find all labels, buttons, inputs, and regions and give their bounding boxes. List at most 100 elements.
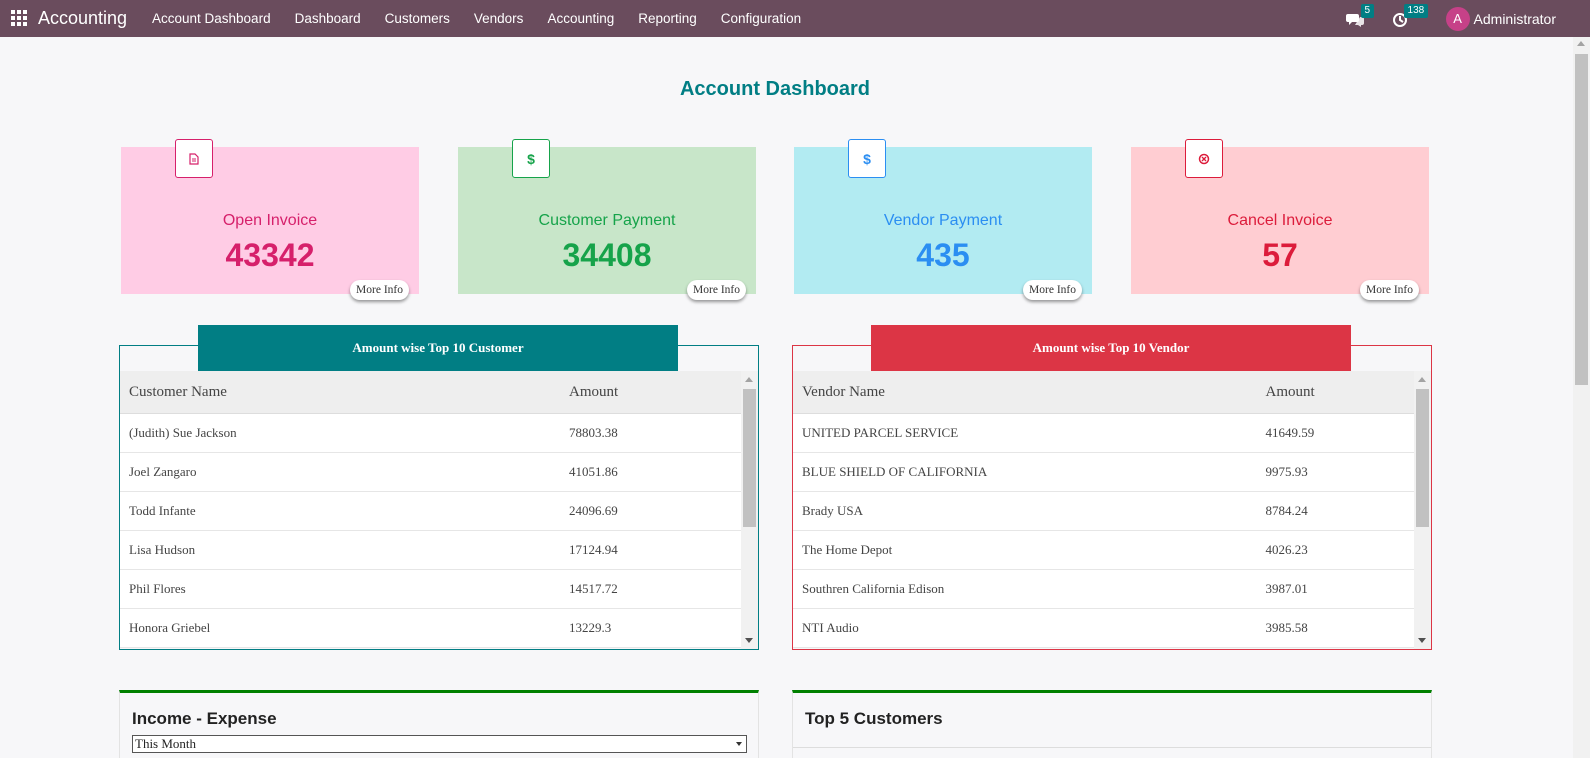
column-header-name: Customer Name — [129, 383, 227, 400]
table-scrollbar[interactable] — [741, 371, 758, 649]
table-row[interactable]: Southren California Edison 3987.01 — [793, 570, 1415, 609]
messages-button[interactable]: 5 — [1345, 3, 1375, 29]
top-5-customers-panel: Top 5 Customers — [792, 690, 1432, 758]
vendor-payment-card: $ Vendor Payment 435 More Info — [794, 139, 1092, 300]
card-value: 43342 — [225, 237, 315, 273]
menu-customers[interactable]: Customers — [384, 11, 450, 26]
user-avatar[interactable]: A — [1445, 6, 1470, 31]
customer-payment-card: $ Customer Payment 34408 More Info — [458, 139, 756, 300]
more-info-button[interactable]: More Info — [687, 280, 746, 300]
table-row[interactable]: Phil Flores 14517.72 — [120, 570, 742, 609]
cell-name: Brady USA — [802, 503, 864, 518]
cell-name: Southren California Edison — [802, 581, 945, 596]
document-icon — [175, 139, 213, 178]
card-title: Open Invoice — [222, 212, 318, 229]
cell-amount: 9975.93 — [1265, 464, 1308, 479]
table-scrollbar[interactable] — [1414, 371, 1431, 649]
app-brand[interactable]: Accounting — [38, 8, 128, 28]
cell-name: Phil Flores — [129, 581, 186, 596]
page-title: Account Dashboard — [679, 78, 871, 100]
top-navbar: Accounting Account Dashboard Dashboard C… — [0, 0, 1590, 37]
scroll-up-icon[interactable] — [1577, 41, 1585, 46]
cell-amount: 4026.23 — [1265, 542, 1308, 557]
messages-count-badge: 5 — [1360, 3, 1375, 18]
card-value: 57 — [1262, 237, 1298, 273]
scroll-up-icon[interactable] — [1418, 377, 1426, 382]
activities-button[interactable]: 138 — [1392, 3, 1429, 29]
main-menu: Account Dashboard Dashboard Customers Ve… — [140, 0, 813, 37]
systray: 5 138 A Administrator — [1345, 0, 1590, 37]
user-name[interactable]: Administrator — [1473, 10, 1556, 27]
menu-accounting[interactable]: Accounting — [547, 11, 615, 26]
top-customers-table: Customer Name Amount (Judith) Sue Jackso… — [119, 345, 759, 650]
column-header-amount: Amount — [1265, 383, 1315, 400]
column-header-name: Vendor Name — [802, 383, 885, 400]
table-row[interactable]: UNITED PARCEL SERVICE 41649.59 — [793, 414, 1415, 453]
scroll-up-icon[interactable] — [745, 377, 753, 382]
top-vendors-banner: Amount wise Top 10 Vendor — [871, 325, 1351, 371]
cell-name: Joel Zangaro — [129, 464, 197, 479]
card-value: 435 — [916, 237, 970, 273]
cell-name: (Judith) Sue Jackson — [129, 425, 237, 440]
scroll-down-icon[interactable] — [1418, 638, 1426, 643]
period-select[interactable]: This Month — [132, 735, 747, 753]
cell-amount: 41649.59 — [1265, 425, 1315, 440]
menu-reporting[interactable]: Reporting — [638, 11, 697, 26]
scroll-down-icon[interactable] — [745, 638, 753, 643]
cell-amount: 14517.72 — [569, 581, 618, 596]
clock-icon — [1392, 12, 1407, 27]
card-title: Customer Payment — [538, 212, 676, 229]
cell-name: Lisa Hudson — [129, 542, 196, 557]
table-row[interactable]: Todd Infante 24096.69 — [120, 492, 742, 531]
cell-amount: 3985.58 — [1265, 620, 1308, 635]
table-body: Vendor Name Amount UNITED PARCEL SERVICE… — [793, 371, 1415, 649]
scroll-thumb[interactable] — [1416, 389, 1429, 527]
cell-name: Honora Griebel — [129, 620, 211, 635]
chat-icon — [1345, 13, 1364, 27]
table-header-row: Vendor Name Amount — [793, 371, 1415, 414]
panel-title: Top 5 Customers — [805, 709, 943, 728]
income-expense-panel: Income - Expense This Month — [119, 690, 759, 758]
cell-name: NTI Audio — [802, 620, 859, 635]
scroll-thumb[interactable] — [743, 389, 756, 527]
activities-count-badge: 138 — [1403, 3, 1429, 18]
selected-period: This Month — [135, 736, 197, 751]
table-row[interactable]: BLUE SHIELD OF CALIFORNIA 9975.93 — [793, 453, 1415, 492]
table-row[interactable]: Lisa Hudson 17124.94 — [120, 531, 742, 570]
table-body: Customer Name Amount (Judith) Sue Jackso… — [120, 371, 742, 649]
cell-amount: 13229.3 — [569, 620, 612, 635]
table-row[interactable]: The Home Depot 4026.23 — [793, 531, 1415, 570]
chevron-down-icon — [736, 742, 742, 746]
cell-amount: 24096.69 — [569, 503, 618, 518]
card-title: Cancel Invoice — [1227, 212, 1333, 229]
cell-amount: 17124.94 — [569, 542, 618, 557]
table-row[interactable]: Brady USA 8784.24 — [793, 492, 1415, 531]
table-row[interactable]: NTI Audio 3985.58 — [793, 609, 1415, 648]
cell-amount: 78803.38 — [569, 425, 618, 440]
menu-dashboard[interactable]: Dashboard — [294, 11, 361, 26]
cell-name: Todd Infante — [129, 503, 196, 518]
table-row[interactable]: (Judith) Sue Jackson 78803.38 — [120, 414, 742, 453]
panel-title: Income - Expense — [132, 709, 277, 728]
table-header-row: Customer Name Amount — [120, 371, 742, 414]
cell-name: UNITED PARCEL SERVICE — [802, 425, 959, 440]
cancel-invoice-card: Cancel Invoice 57 More Info — [1131, 139, 1429, 300]
cell-name: The Home Depot — [802, 542, 893, 557]
cell-amount: 41051.86 — [569, 464, 618, 479]
table-row[interactable]: Honora Griebel 13229.3 — [120, 609, 742, 648]
scroll-thumb[interactable] — [1575, 54, 1588, 385]
more-info-button[interactable]: More Info — [1023, 280, 1082, 300]
column-header-amount: Amount — [569, 383, 619, 400]
cell-amount: 8784.24 — [1265, 503, 1308, 518]
menu-vendors[interactable]: Vendors — [473, 11, 524, 26]
dollar-icon: $ — [512, 139, 550, 178]
menu-account-dashboard[interactable]: Account Dashboard — [152, 11, 271, 26]
menu-configuration[interactable]: Configuration — [720, 11, 802, 26]
more-info-button[interactable]: More Info — [350, 280, 409, 300]
divider — [793, 747, 1431, 748]
apps-grid-icon[interactable] — [11, 10, 27, 26]
table-row[interactable]: Joel Zangaro 41051.86 — [120, 453, 742, 492]
page-scrollbar[interactable] — [1573, 37, 1590, 758]
card-title: Vendor Payment — [883, 212, 1003, 229]
more-info-button[interactable]: More Info — [1360, 280, 1419, 300]
